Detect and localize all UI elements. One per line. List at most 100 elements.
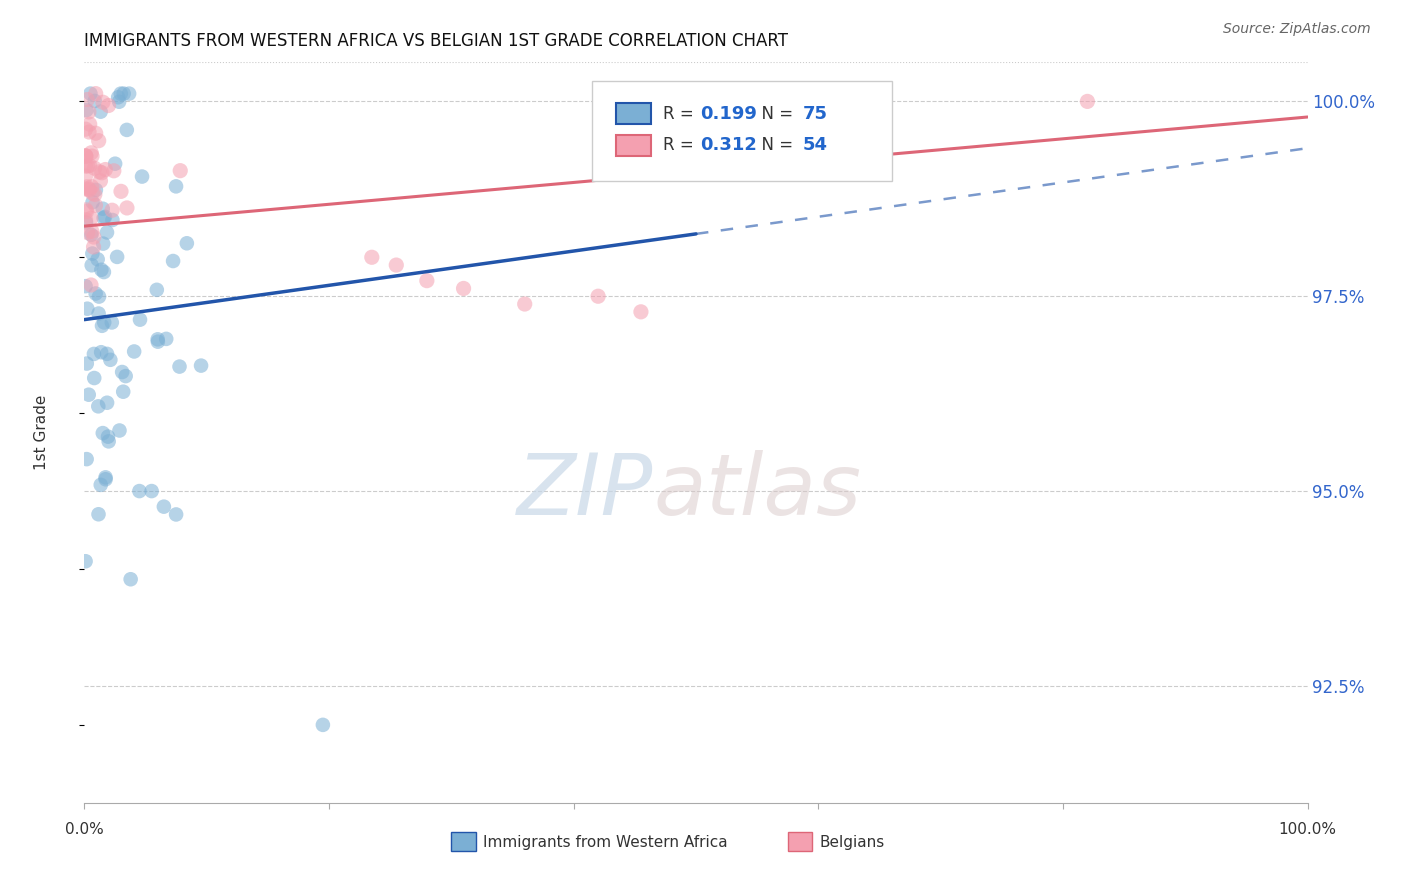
Point — [75, 212, 97, 227]
Point — [129, 312, 152, 326]
Point — [97, 434, 120, 449]
Point — [122, 344, 145, 359]
Point — [82, 195, 104, 210]
Point — [83, 161, 105, 176]
FancyBboxPatch shape — [451, 832, 475, 851]
Point — [90, 262, 112, 277]
Point — [91, 426, 114, 441]
FancyBboxPatch shape — [616, 135, 651, 156]
Point — [1076, 95, 1098, 109]
Point — [98, 352, 121, 367]
Point — [76, 93, 98, 107]
Point — [84, 286, 107, 301]
Point — [103, 163, 125, 178]
Point — [94, 472, 117, 486]
Point — [176, 236, 198, 251]
Text: atlas: atlas — [654, 450, 860, 533]
Point — [146, 332, 169, 346]
Point — [75, 103, 97, 117]
Point — [586, 289, 609, 303]
Point — [94, 162, 117, 177]
Point — [165, 179, 187, 194]
Point — [84, 126, 107, 140]
Point — [75, 149, 97, 163]
Point — [162, 254, 184, 268]
Point — [90, 345, 112, 359]
Point — [80, 258, 103, 272]
Point — [77, 182, 100, 196]
Point — [82, 246, 104, 260]
Point — [141, 484, 163, 499]
Point — [169, 163, 191, 178]
Point — [93, 315, 115, 329]
Point — [75, 215, 97, 229]
Point — [80, 211, 103, 226]
Point — [75, 279, 97, 293]
Point — [87, 134, 110, 148]
Text: 0.0%: 0.0% — [65, 822, 104, 838]
Text: R =: R = — [664, 104, 699, 122]
Point — [105, 250, 128, 264]
Point — [80, 227, 103, 242]
Point — [80, 225, 103, 239]
Point — [83, 240, 105, 254]
Point — [80, 278, 103, 293]
Point — [114, 369, 136, 384]
Point — [91, 318, 114, 333]
Point — [97, 98, 120, 112]
Point — [360, 250, 382, 264]
Point — [90, 166, 112, 180]
Point — [83, 187, 105, 202]
Text: 75: 75 — [803, 104, 827, 122]
Point — [112, 87, 135, 101]
Point — [87, 307, 110, 321]
Point — [75, 122, 97, 136]
Text: 0.199: 0.199 — [700, 104, 756, 122]
Point — [77, 125, 100, 139]
Point — [97, 430, 120, 444]
Point — [76, 357, 98, 371]
Point — [101, 316, 124, 330]
Point — [75, 159, 97, 173]
Point — [94, 210, 117, 224]
Point — [91, 202, 114, 216]
Point — [76, 159, 98, 173]
Point — [77, 104, 100, 119]
Point — [115, 123, 138, 137]
Point — [91, 95, 114, 110]
Point — [79, 117, 101, 131]
Point — [416, 274, 439, 288]
Point — [75, 554, 97, 568]
Point — [80, 149, 103, 163]
Point — [385, 258, 408, 272]
Point — [76, 226, 98, 240]
Text: 54: 54 — [803, 136, 827, 154]
Point — [79, 183, 101, 197]
Point — [110, 185, 132, 199]
Point — [76, 204, 98, 219]
Point — [101, 203, 124, 218]
Point — [165, 508, 187, 522]
Point — [110, 87, 132, 101]
Text: R =: R = — [664, 136, 699, 154]
Point — [118, 87, 141, 101]
Point — [312, 718, 335, 732]
Point — [80, 179, 103, 194]
Point — [80, 145, 103, 160]
Point — [108, 95, 131, 109]
Point — [87, 289, 110, 303]
Point — [153, 500, 176, 514]
Point — [76, 301, 98, 316]
Point — [89, 174, 111, 188]
Point — [75, 202, 97, 217]
Point — [75, 169, 97, 183]
FancyBboxPatch shape — [592, 81, 891, 181]
Point — [83, 347, 105, 361]
Text: Source: ZipAtlas.com: Source: ZipAtlas.com — [1223, 22, 1371, 37]
Text: 0.312: 0.312 — [700, 136, 756, 154]
Point — [146, 334, 169, 349]
Point — [75, 182, 97, 196]
Point — [83, 230, 105, 244]
Point — [79, 159, 101, 173]
Point — [82, 186, 104, 200]
